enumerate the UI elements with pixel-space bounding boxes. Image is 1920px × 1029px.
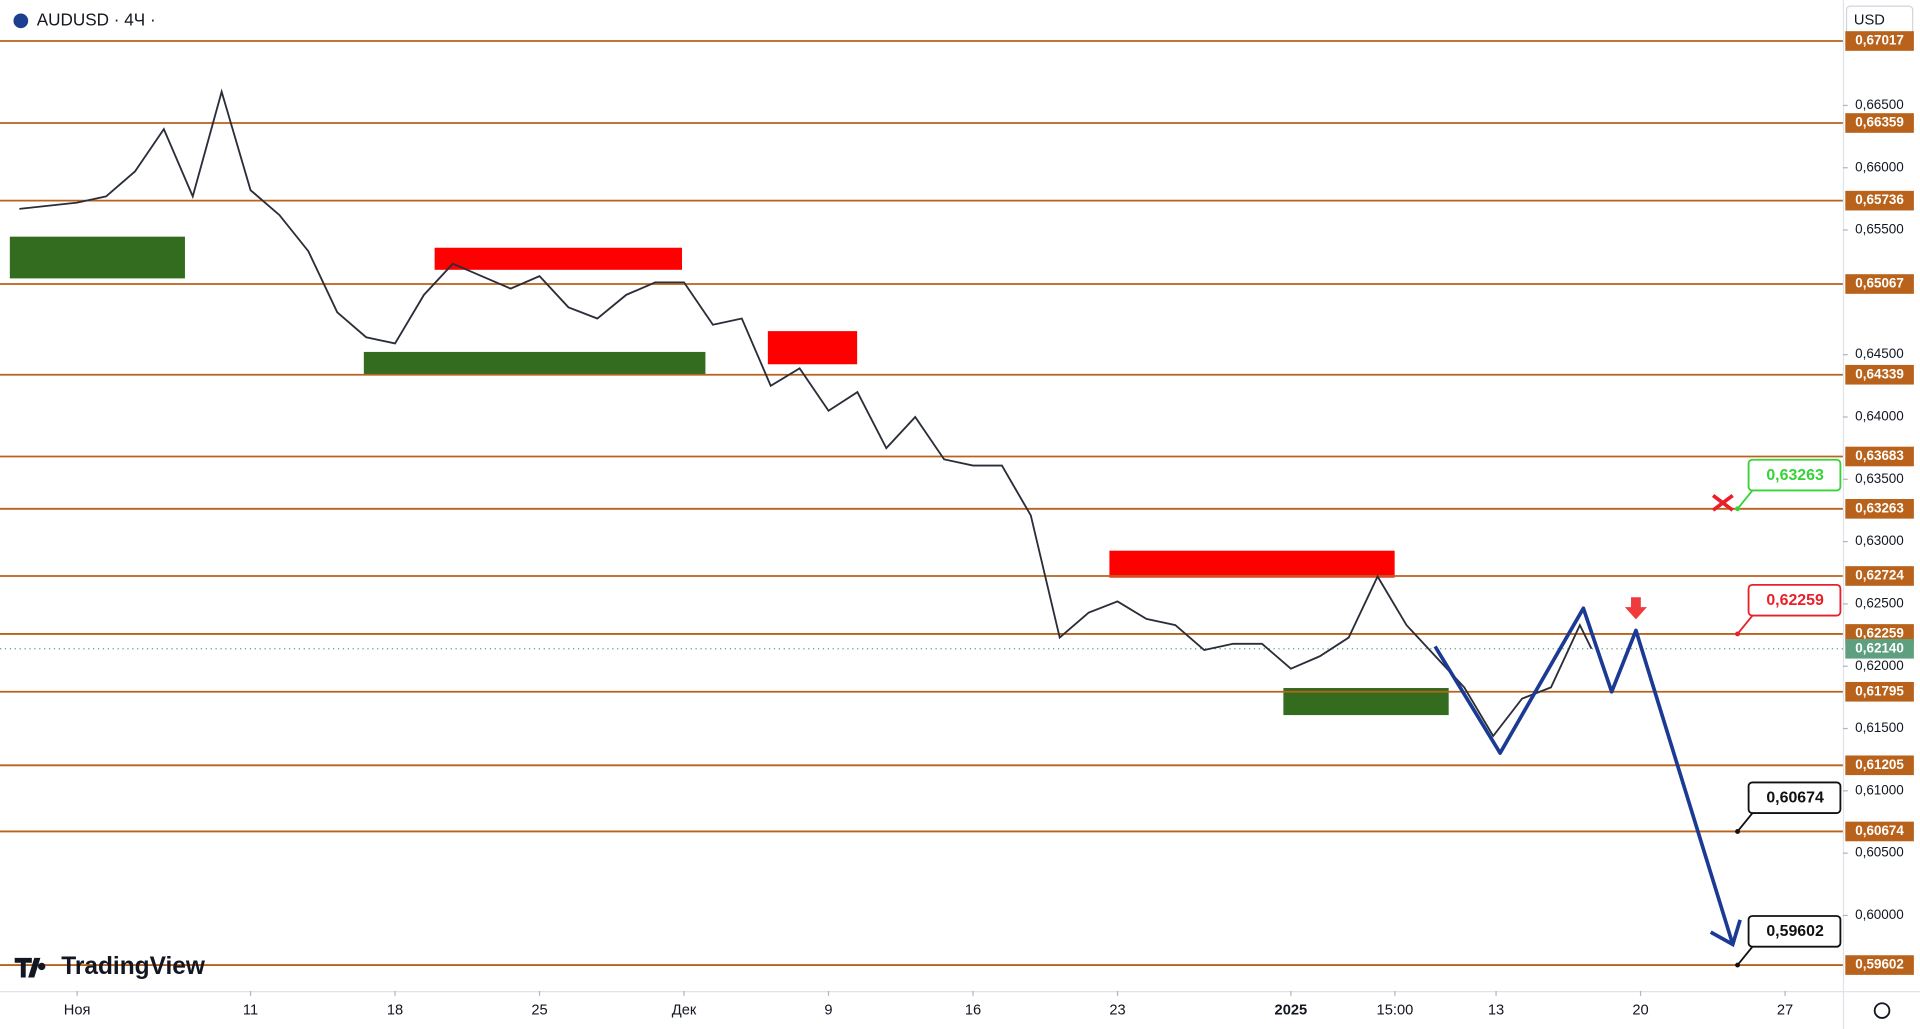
x-tick-label: Дек <box>672 1002 697 1018</box>
y-tick-label: 0,66000 <box>1855 159 1904 174</box>
level-label-bg <box>1845 31 1914 51</box>
y-tick-label: 0,60500 <box>1855 845 1904 860</box>
x-tick-label: 16 <box>965 1002 981 1018</box>
x-tick-label: 25 <box>531 1002 547 1018</box>
level-label: 0,61795 <box>1855 683 1904 698</box>
callout-box <box>1747 781 1842 814</box>
x-tick-label: 15:00 <box>1377 1002 1414 1018</box>
level-label-bg <box>1845 624 1914 644</box>
level-label: 0,61205 <box>1855 757 1904 772</box>
callout-leader <box>1736 488 1755 510</box>
level-label: 0,62724 <box>1855 568 1904 583</box>
current-price-label: 0,62140 <box>1855 640 1904 655</box>
callout-label: 0,62259 <box>1766 592 1824 609</box>
callout-anchor <box>1735 962 1740 968</box>
level-label: 0,67017 <box>1855 33 1904 48</box>
level-label-bg <box>1845 446 1914 467</box>
y-tick-label: 0,61000 <box>1855 782 1904 797</box>
flag-icon <box>13 13 29 29</box>
x-tick-label: 18 <box>387 1002 403 1018</box>
level-label: 0,66359 <box>1855 115 1904 130</box>
callout-box <box>1747 915 1842 948</box>
y-tick-label: 0,65500 <box>1855 222 1904 237</box>
level-label: 0,65736 <box>1855 192 1904 207</box>
level-label: 0,60674 <box>1855 823 1904 838</box>
y-tick-label: 0,62000 <box>1855 658 1904 673</box>
x-tick-label: 13 <box>1488 1002 1504 1018</box>
level-label-bg <box>1845 755 1914 776</box>
chart-title: AUDUSD · 4Ч · <box>37 9 156 29</box>
level-label-bg <box>1845 955 1914 975</box>
settings-button[interactable] <box>1873 1002 1891 1019</box>
logo: TradingView <box>14 953 206 980</box>
current-price-bg <box>1845 638 1914 659</box>
callout-anchor <box>1735 631 1740 637</box>
callout-label: 0,59602 <box>1766 923 1824 940</box>
level-label-bg <box>1845 821 1914 842</box>
level-label: 0,62259 <box>1855 625 1904 640</box>
y-tick-label: 0,64000 <box>1855 409 1904 424</box>
projection-path <box>1433 606 1735 945</box>
level-label-bg <box>1845 113 1914 133</box>
callout-leader <box>1736 613 1755 635</box>
callout-box <box>1747 583 1842 617</box>
x-tick-label: 9 <box>824 1002 832 1018</box>
callout-label: 0,63263 <box>1766 467 1824 484</box>
y-tick-label: 0,62500 <box>1855 595 1904 610</box>
x-tick-label: Ноя <box>64 1002 91 1018</box>
zone <box>434 247 683 270</box>
level-label: 0,65067 <box>1855 276 1904 291</box>
callout-anchor <box>1735 829 1740 834</box>
projection-arrowhead <box>1709 919 1742 948</box>
level-label: 0,64339 <box>1855 366 1904 381</box>
level-label-bg <box>1845 681 1914 702</box>
logo-mark <box>14 957 46 978</box>
callout-box <box>1747 458 1842 492</box>
level-label-bg <box>1845 190 1914 211</box>
y-tick-label: 0,61500 <box>1855 720 1904 735</box>
level-label-bg <box>1845 274 1914 294</box>
zone <box>9 236 185 279</box>
brand: TradingView <box>61 953 206 980</box>
zone <box>767 331 858 365</box>
zone <box>1109 550 1395 578</box>
currency[interactable]: USD <box>1854 13 1885 29</box>
level-label-bg <box>1845 566 1914 586</box>
level-label-bg <box>1845 364 1914 385</box>
y-tick-label: 0,66500 <box>1855 97 1904 112</box>
level-label-bg <box>1845 499 1914 519</box>
sell-arrow <box>1624 597 1647 620</box>
callout-leader <box>1736 944 1755 966</box>
x-tick-label: 27 <box>1777 1002 1793 1018</box>
x-tick-label: 23 <box>1109 1002 1125 1018</box>
price-line <box>19 88 1593 738</box>
y-tick-label: 0,64500 <box>1855 346 1904 361</box>
callout-leader <box>1736 811 1755 833</box>
plot <box>0 40 1843 966</box>
x-tick-label: 2025 <box>1275 1002 1308 1018</box>
x-tick-label: 20 <box>1632 1002 1648 1018</box>
level-label: 0,63263 <box>1855 500 1904 515</box>
y-tick-label: 0,63000 <box>1855 533 1904 548</box>
zone <box>363 351 706 376</box>
y-tick-label: 0,60000 <box>1855 907 1904 922</box>
level-label: 0,59602 <box>1855 957 1904 972</box>
callout-label: 0,60674 <box>1766 790 1824 807</box>
level-label: 0,63683 <box>1855 448 1904 463</box>
callout-anchor <box>1735 506 1740 512</box>
cancel-marker <box>1711 494 1734 512</box>
y-tick-label: 0,63500 <box>1855 471 1904 486</box>
x-tick-label: 11 <box>243 1002 258 1018</box>
